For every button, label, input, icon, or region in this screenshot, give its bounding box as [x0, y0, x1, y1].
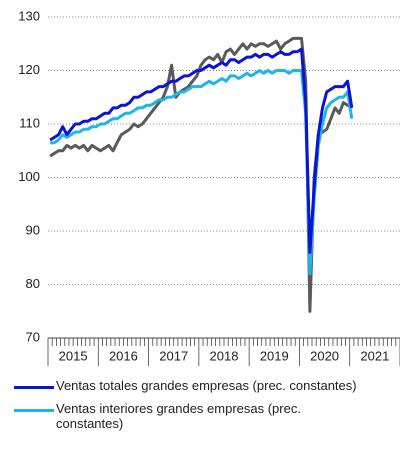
x-tick-label: 2017: [159, 348, 188, 363]
y-tick-label: 70: [26, 329, 40, 344]
y-tick-label: 130: [18, 8, 40, 23]
x-tick-label: 2019: [260, 348, 289, 363]
legend-swatch: [14, 409, 54, 412]
legend-item: Ventas totales grandes empresas (prec. c…: [0, 378, 400, 393]
legend-item: Ventas interiores grandes empresas (prec…: [0, 401, 400, 431]
y-tick-label: 80: [26, 276, 40, 291]
legend: Ventas totales grandes empresas (prec. c…: [0, 378, 400, 439]
legend-label: Ventas totales grandes empresas (prec. c…: [56, 378, 357, 393]
y-tick-label: 90: [26, 222, 40, 237]
x-tick-label: 2016: [109, 348, 138, 363]
x-tick-label: 2020: [310, 348, 339, 363]
x-tick-label: 2015: [59, 348, 88, 363]
x-tick-label: 2021: [360, 348, 389, 363]
series-line: [49, 36, 353, 313]
chart: 70 80 90 100 110 120 130 2015 2016 2017 2018 2019 20…: [18, 8, 400, 366]
legend-swatch: [14, 386, 54, 389]
series-line: [50, 69, 354, 276]
legend-label: Ventas interiores grandes empresas (prec…: [56, 401, 301, 431]
y-tick-label: 120: [18, 62, 40, 77]
y-tick-label: 110: [19, 115, 40, 130]
y-tick-label: 100: [18, 169, 40, 184]
x-tick-label: 2018: [210, 348, 239, 363]
series-line: [49, 47, 354, 254]
